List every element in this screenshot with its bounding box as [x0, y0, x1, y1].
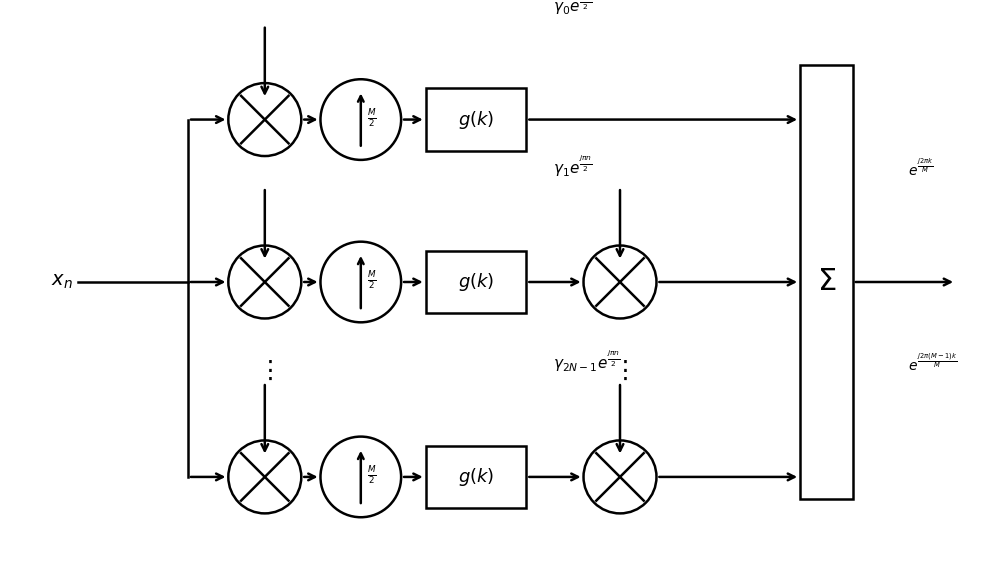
Bar — [426, 89, 526, 151]
Text: $\gamma_{2N-1} e^{\frac{j\pi n}{2}}$: $\gamma_{2N-1} e^{\frac{j\pi n}{2}}$ — [553, 349, 620, 374]
Text: $\Sigma$: $\Sigma$ — [817, 267, 836, 297]
Bar — [800, 65, 853, 499]
Text: $\vdots$: $\vdots$ — [612, 360, 628, 383]
Text: $\frac{M}{2}$: $\frac{M}{2}$ — [367, 464, 376, 486]
Text: $\gamma_0 e^{\frac{j\pi n}{2}}$: $\gamma_0 e^{\frac{j\pi n}{2}}$ — [553, 0, 592, 17]
Text: $e^{\frac{j2\pi k}{M}}$: $e^{\frac{j2\pi k}{M}}$ — [908, 158, 934, 179]
Text: $\frac{M}{2}$: $\frac{M}{2}$ — [367, 269, 376, 291]
Bar — [426, 446, 526, 508]
Text: $g(k)$: $g(k)$ — [458, 271, 494, 293]
Text: $x_n$: $x_n$ — [51, 273, 73, 291]
Bar — [426, 251, 526, 313]
Text: $\gamma_1 e^{\frac{j\pi n}{2}}$: $\gamma_1 e^{\frac{j\pi n}{2}}$ — [553, 154, 592, 179]
Text: $g(k)$: $g(k)$ — [458, 466, 494, 488]
Text: $e^{\frac{j2\pi(M-1)k}{M}}$: $e^{\frac{j2\pi(M-1)k}{M}}$ — [908, 353, 957, 374]
Text: $g(k)$: $g(k)$ — [458, 108, 494, 131]
Text: $\vdots$: $\vdots$ — [257, 360, 273, 383]
Text: $\frac{M}{2}$: $\frac{M}{2}$ — [367, 107, 376, 129]
